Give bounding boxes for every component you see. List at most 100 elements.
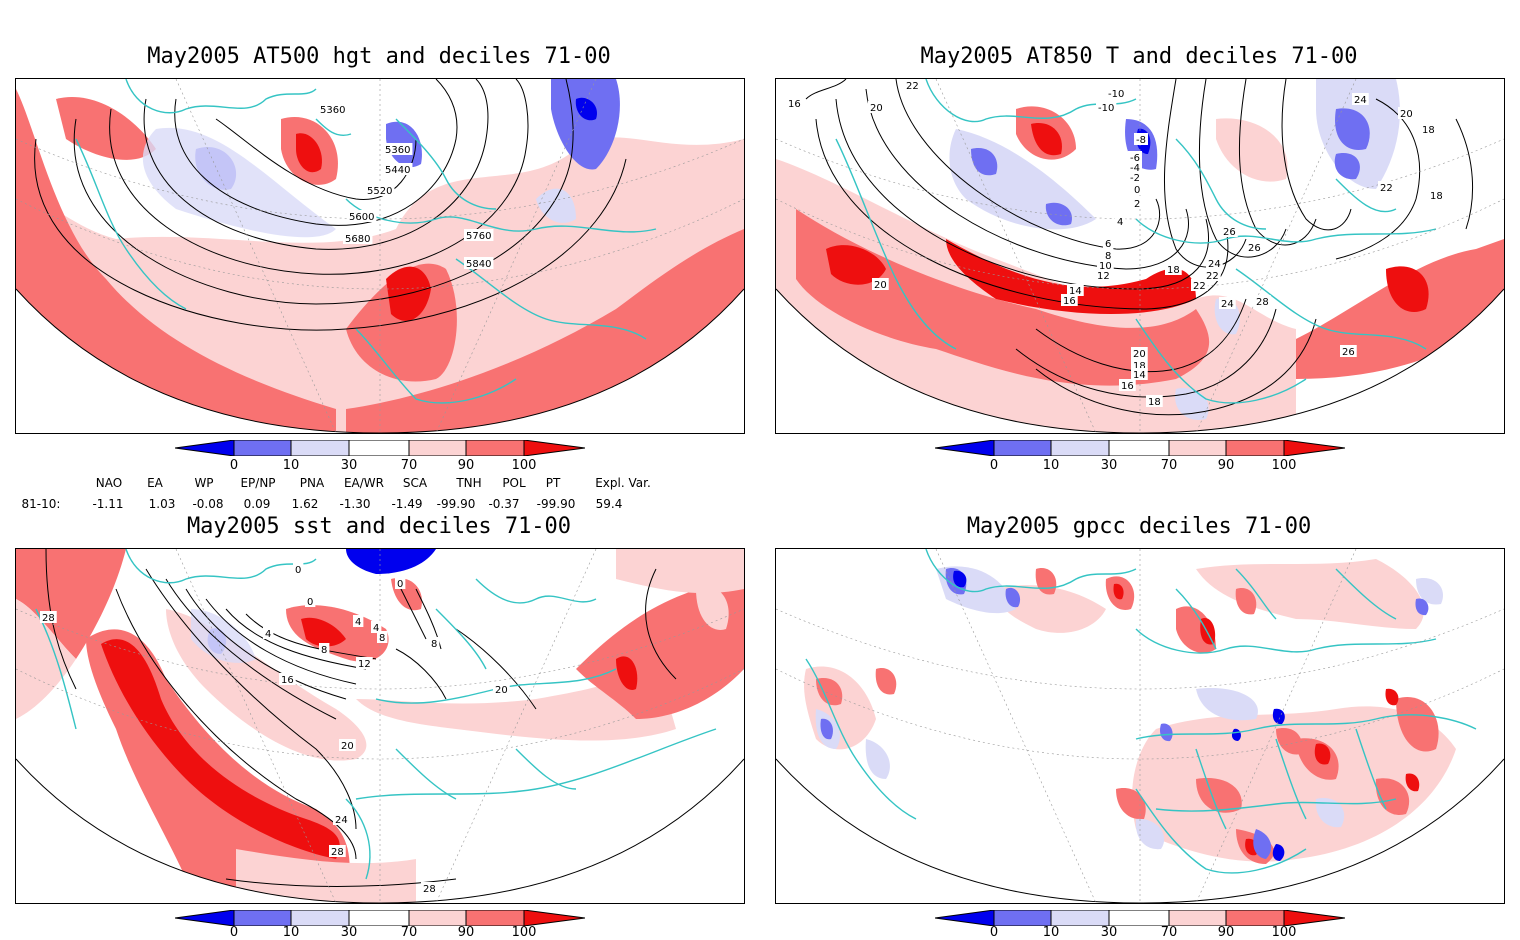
index-name: NAO: [95, 476, 123, 490]
contour-label: 28: [1256, 297, 1269, 308]
contour-label: 18: [1167, 265, 1180, 276]
colorbar-tick: 10: [1042, 925, 1060, 940]
contour-label: 14: [1133, 370, 1146, 381]
colorbar-swatches: [174, 439, 586, 457]
contour-label: 18: [1422, 125, 1435, 136]
teleconnection-index-values: 81-10: -1.11 1.03 -0.08 0.09 1.62 -1.30 …: [0, 497, 760, 513]
panel-title-gpcc: May2005 gpcc deciles 71-00: [966, 514, 1312, 539]
panel-title-at500: May2005 AT500 hgt and deciles 71-00: [147, 44, 611, 69]
colorbar-tick: 30: [1100, 925, 1118, 940]
contour-label: 8: [321, 645, 327, 656]
contour-label: 28: [42, 613, 55, 624]
contour-label: 16: [788, 99, 801, 110]
colorbar-gpcc: 0 10 30 70 90 100: [934, 909, 1346, 940]
colorbar-at850: 0 10 30 70 90 100: [934, 439, 1346, 480]
contour-label: 26: [1342, 347, 1355, 358]
teleconnection-index-header: NAO EA WP EP/NP PNA EA/WR SCA TNH POL PT…: [0, 476, 760, 492]
contour-label: 20: [870, 103, 883, 114]
contour-label: 20: [341, 741, 354, 752]
contour-label: 8: [1105, 251, 1111, 262]
colorbar-tick: 100: [1271, 458, 1297, 473]
contour-label: 5680: [345, 234, 370, 245]
colorbar-swatches: [174, 909, 586, 927]
map-panel-gpcc: [775, 548, 1505, 904]
colorbar-tick: 100: [1271, 925, 1297, 940]
contour-label: -10: [1108, 89, 1124, 100]
index-value: -0.37: [488, 497, 520, 511]
index-name: EA/WR: [343, 476, 385, 490]
contour-label: 8: [431, 639, 437, 650]
colorbar-tick: 90: [1217, 925, 1235, 940]
contour-label: 28: [423, 884, 436, 895]
colorbar-tick: 90: [457, 925, 475, 940]
colorbar-tick: 70: [400, 925, 418, 940]
contour-label: 0: [1134, 185, 1140, 196]
contour-label: 4: [373, 623, 379, 634]
contour-label: 26: [1223, 227, 1236, 238]
contour-label: 24: [1221, 299, 1234, 310]
colorbar-tick: 90: [1217, 458, 1235, 473]
contour-label: 10: [1099, 261, 1112, 272]
colorbar-tick: 70: [400, 458, 418, 473]
contour-label: 16: [1063, 296, 1076, 307]
index-value: -0.08: [192, 497, 224, 511]
contour-label: 24: [1354, 95, 1367, 106]
colorbar-tick: 30: [1100, 458, 1118, 473]
colorbar-tick: 0: [989, 458, 999, 473]
contour-label: 16: [281, 675, 294, 686]
colorbar-tick: 70: [1160, 458, 1178, 473]
colorbar-tick: 70: [1160, 925, 1178, 940]
index-value: -99.90: [536, 497, 576, 511]
contour-label: -8: [1136, 135, 1146, 146]
index-name: TNH: [456, 476, 482, 490]
contour-label: 12: [358, 659, 371, 670]
contour-label: 28: [331, 847, 344, 858]
contour-label: 0: [397, 579, 403, 590]
colorbar-tick: 100: [511, 458, 537, 473]
index-name: POL: [502, 476, 526, 490]
index-value: 0.09: [243, 497, 271, 511]
contour-label: 12: [1097, 271, 1110, 282]
colorbar-sst: 0 10 30 70 90 100: [174, 909, 586, 940]
contour-label: 18: [1133, 361, 1146, 372]
index-name: WP: [194, 476, 214, 490]
contour-label: 2: [1134, 199, 1140, 210]
index-name: PNA: [299, 476, 325, 490]
index-value: 1.62: [291, 497, 319, 511]
contour-label: 8: [379, 633, 385, 644]
colorbar-tick: 90: [457, 458, 475, 473]
index-value: 1.03: [148, 497, 176, 511]
index-name: EP/NP: [240, 476, 276, 490]
contour-label: 24: [1208, 259, 1221, 270]
contour-label: 5760: [466, 231, 491, 242]
colorbar-tick: 30: [340, 925, 358, 940]
index-value: 59.4: [595, 497, 623, 511]
contour-label: 20: [1133, 349, 1146, 360]
contour-label: 24: [335, 815, 348, 826]
index-name: SCA: [402, 476, 428, 490]
colorbar-swatches: [934, 439, 1346, 457]
contour-label: 4: [265, 629, 271, 640]
contour-label: 26: [1248, 243, 1261, 254]
colorbar-tick: 30: [340, 458, 358, 473]
contour-label: 18: [1148, 397, 1161, 408]
colorbar-tick: 100: [511, 925, 537, 940]
index-row-label: 81-10:: [21, 497, 61, 511]
contour-label: 5440: [385, 165, 410, 176]
contour-label: 5360: [385, 145, 410, 156]
contour-label: 22: [1380, 183, 1393, 194]
map-panel-sst: 28 0 0 0 4 4 4 8 8 8 12 16 20 20 24 28 2…: [15, 548, 745, 904]
colorbar-tick: 0: [989, 925, 999, 940]
index-name: EA: [147, 476, 163, 490]
contour-label: 22: [1206, 271, 1219, 282]
colorbar-tick: 10: [282, 458, 300, 473]
panel-title-sst: May2005 sst and deciles 71-00: [186, 514, 572, 539]
contour-label: 5600: [349, 212, 374, 223]
contour-label: 20: [495, 685, 508, 696]
contour-label: -10: [1098, 103, 1114, 114]
index-value: -1.30: [339, 497, 371, 511]
colorbar-tick: 10: [282, 925, 300, 940]
contour-label: 6: [1105, 239, 1111, 250]
colorbar-tick: 10: [1042, 458, 1060, 473]
contour-label: 22: [906, 81, 919, 92]
